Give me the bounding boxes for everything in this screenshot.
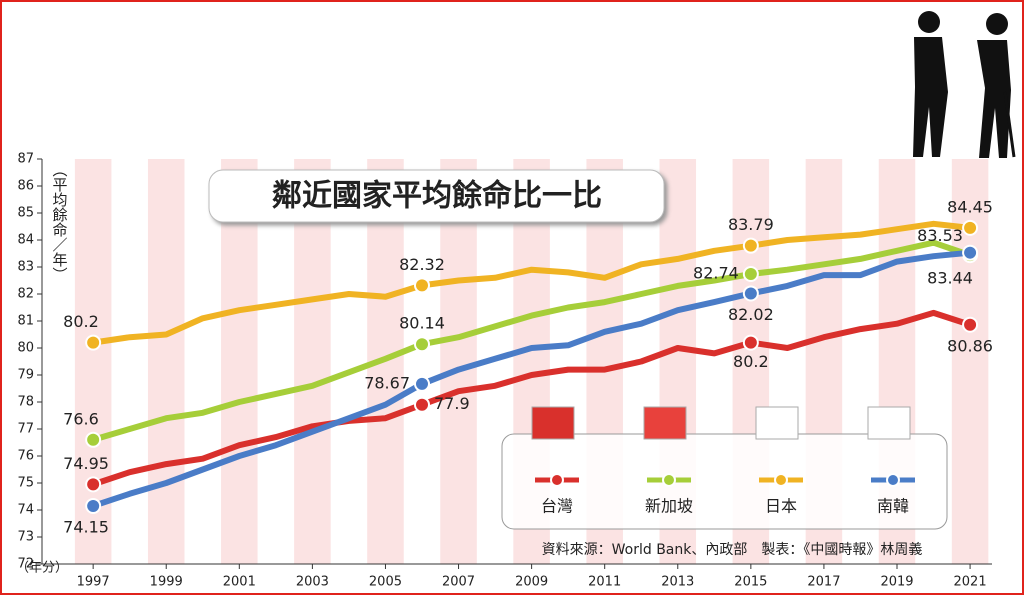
x-tick-label: 2015 — [734, 575, 767, 590]
x-axis-label: （年分） — [16, 561, 68, 576]
data-point — [414, 396, 430, 413]
x-tick-label: 2001 — [223, 575, 256, 590]
x-tick-label: 2019 — [880, 575, 913, 590]
y-tick-label: 77 — [17, 422, 34, 437]
flag — [531, 406, 575, 440]
series-line — [92, 220, 971, 346]
data-point — [962, 244, 979, 261]
data-label: 80.2 — [733, 352, 769, 371]
data-label: 83.53 — [917, 226, 963, 245]
flag — [643, 406, 687, 440]
y-tick-label: 79 — [17, 368, 34, 383]
y-tick-label: 72 — [17, 557, 34, 572]
data-point — [742, 237, 759, 254]
data-label: 82.74 — [693, 264, 739, 283]
x-tick-label: 1997 — [77, 575, 110, 590]
y-tick-label: 83 — [17, 260, 34, 275]
data-point — [742, 334, 759, 351]
legend-marker — [662, 473, 676, 487]
data-point — [962, 219, 979, 236]
data-point — [962, 316, 979, 333]
y-tick-label: 74 — [17, 503, 34, 518]
series-line — [92, 239, 972, 443]
data-label: 80.86 — [947, 336, 993, 355]
data-point — [742, 285, 759, 302]
legend-box — [501, 433, 948, 530]
grid: 72 73 74 75 76 77 78 79 80 81 82 83 84 85 86 87 1997 1999… — [17, 152, 992, 590]
x-tick-label: 1999 — [150, 575, 183, 590]
x-tick-label: 2003 — [296, 575, 329, 590]
data-point — [742, 266, 759, 283]
data-point — [414, 336, 430, 353]
data-point — [85, 497, 102, 514]
y-axis-label: （平均餘命／年） — [51, 162, 69, 282]
data-label: 82.32 — [399, 255, 445, 274]
flag — [755, 406, 799, 440]
data-label: 74.95 — [63, 454, 109, 473]
year-stripe — [951, 159, 989, 564]
legend-label: 台灣 — [541, 497, 573, 516]
y-tick-label: 76 — [17, 449, 34, 464]
legend-marker — [550, 473, 564, 487]
x-tick-label: 2021 — [954, 575, 987, 590]
legend-marker — [774, 473, 788, 487]
year-stripe — [147, 159, 185, 564]
year-stripe — [294, 159, 331, 564]
year-stripe — [221, 159, 258, 564]
x-tick-label: 2017 — [807, 575, 840, 590]
elderly-icon — [913, 11, 1016, 158]
data-point — [85, 476, 102, 493]
year-stripe — [440, 159, 477, 564]
data-label: 80.14 — [399, 314, 445, 333]
data-point — [414, 375, 430, 392]
y-tick-label: 80 — [17, 341, 34, 356]
flag — [867, 406, 911, 440]
data-point — [414, 277, 430, 294]
data-label: 74.15 — [63, 517, 109, 536]
data-label: 76.6 — [63, 409, 99, 428]
title-box: 鄰近國家平均餘命比一比 — [208, 169, 665, 223]
y-tick-label: 86 — [17, 179, 34, 194]
y-tick-label: 84 — [17, 233, 34, 248]
data-label: 82.02 — [728, 305, 774, 324]
data-label: 80.2 — [63, 312, 99, 331]
x-tick-label: 2005 — [369, 575, 402, 590]
y-tick-label: 75 — [17, 476, 34, 491]
source-note: 資料來源：World Bank、內政部 製表：《中國時報》林周義 — [542, 541, 923, 558]
y-tick-label: 82 — [17, 287, 34, 302]
y-tick-label: 85 — [17, 206, 34, 221]
x-tick-label: 2013 — [661, 575, 694, 590]
data-point — [85, 431, 102, 448]
data-label: 84.45 — [947, 197, 993, 216]
x-tick-label: 2009 — [515, 575, 548, 590]
chart-title: 鄰近國家平均餘命比一比 — [272, 179, 602, 214]
legend: 台灣 新加坡 日本 南韓 — [531, 406, 915, 516]
data-label: 83.79 — [728, 215, 774, 234]
x-tick-label: 2011 — [588, 575, 621, 590]
legend-label: 南韓 — [877, 497, 909, 516]
data-point — [85, 334, 102, 351]
series-line — [92, 249, 971, 509]
data-label: 83.44 — [927, 269, 973, 288]
data-label: 77.9 — [434, 394, 470, 413]
y-tick-label: 73 — [17, 530, 34, 545]
legend-label: 日本 — [765, 497, 797, 516]
marks: 74.95 77.9 80.2 80.86 76.6 80.14 82.74 83.44 80.… — [63, 197, 993, 536]
legend-marker — [886, 473, 900, 487]
series-line — [92, 309, 972, 488]
data-label: 78.67 — [364, 373, 410, 392]
y-tick-label: 78 — [17, 395, 34, 410]
y-tick-label: 81 — [17, 314, 34, 329]
y-tick-label: 87 — [17, 152, 34, 167]
x-tick-label: 2007 — [442, 575, 475, 590]
year-stripe — [74, 159, 112, 564]
legend-label: 新加坡 — [645, 497, 693, 516]
